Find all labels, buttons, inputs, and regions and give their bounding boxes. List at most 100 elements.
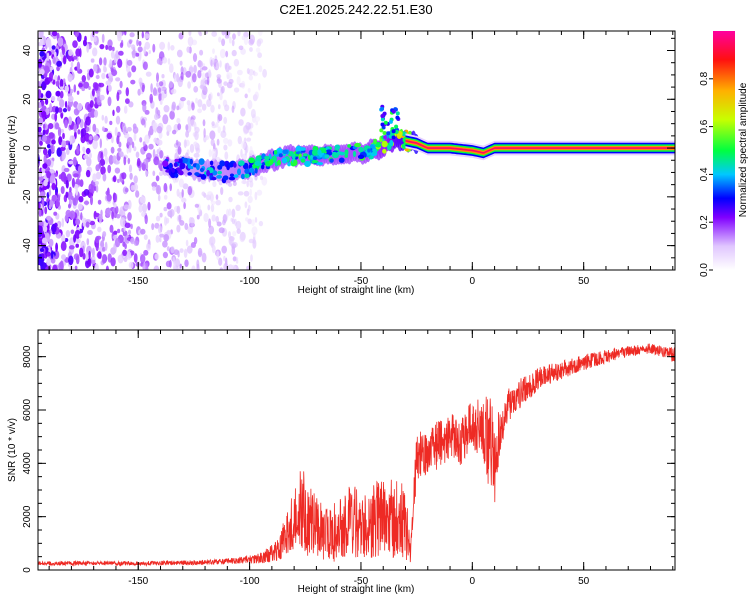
noise-blob — [143, 158, 149, 165]
noise-blob — [126, 251, 132, 260]
noise-blob — [259, 175, 264, 181]
noise-blob — [145, 71, 152, 77]
signal-blob — [281, 157, 288, 164]
noise-blob — [262, 68, 267, 78]
noise-blob — [81, 86, 85, 92]
noise-blob — [133, 253, 138, 263]
signal-blob — [386, 131, 391, 136]
noise-blob — [258, 65, 263, 73]
noise-blob — [112, 109, 115, 117]
noise-blob — [142, 203, 147, 213]
noise-blob — [215, 122, 219, 128]
signal-blob — [209, 160, 214, 166]
noise-blob — [97, 251, 102, 259]
noise-blob — [135, 190, 140, 198]
signal-blob — [339, 151, 345, 156]
signal-blob — [380, 122, 385, 127]
noise-blob — [53, 211, 58, 216]
noise-blob — [156, 82, 159, 87]
noise-blob — [217, 92, 220, 97]
noise-blob — [228, 196, 233, 203]
signal-blob — [181, 157, 189, 164]
signal-blob — [244, 173, 250, 179]
noise-blob — [41, 81, 47, 91]
noise-blob — [59, 99, 65, 108]
noise-blob — [38, 220, 44, 226]
noise-blob — [249, 188, 252, 196]
noise-blob — [254, 191, 258, 201]
noise-blob — [97, 226, 102, 233]
noise-blob — [258, 220, 264, 227]
signal-blob — [233, 162, 237, 168]
noise-blob — [105, 80, 112, 86]
noise-blob — [156, 72, 159, 83]
noise-blob — [124, 222, 131, 229]
noise-blob — [67, 116, 73, 126]
figure-title: C2E1.2025.242.22.51.E30 — [279, 2, 432, 17]
noise-blob — [117, 147, 122, 153]
noise-blob — [143, 33, 150, 39]
noise-blob — [199, 84, 205, 90]
signal-blob — [162, 160, 169, 168]
noise-blob — [74, 31, 79, 38]
signal-blob — [295, 145, 302, 153]
noise-blob — [68, 203, 71, 209]
noise-blob — [181, 189, 184, 198]
noise-blob — [46, 52, 50, 62]
noise-blob — [150, 83, 153, 93]
noise-blob — [206, 76, 210, 86]
noise-blob — [126, 59, 133, 66]
colorbar-tick-label: 0.8 — [699, 71, 710, 85]
noise-blob — [38, 172, 42, 177]
noise-blob — [118, 151, 124, 158]
noise-blob — [188, 66, 195, 73]
noise-blob — [55, 106, 59, 114]
noise-blob — [67, 190, 73, 201]
noise-blob — [168, 80, 173, 89]
noise-blob — [46, 215, 52, 221]
signal-blob — [304, 160, 311, 167]
noise-blob — [199, 49, 204, 56]
noise-blob — [152, 88, 158, 96]
noise-blob — [34, 225, 37, 229]
noise-blob — [231, 39, 235, 47]
noise-blob — [237, 31, 241, 37]
noise-blob — [163, 105, 170, 113]
noise-blob — [98, 57, 103, 66]
noise-blob — [135, 151, 140, 158]
noise-blob — [92, 123, 97, 133]
signal-blob — [228, 176, 236, 181]
noise-blob — [240, 107, 246, 117]
noise-blob — [38, 209, 42, 217]
noise-blob — [107, 39, 113, 48]
noise-blob — [144, 41, 151, 50]
noise-blob — [74, 265, 78, 270]
noise-blob — [33, 160, 38, 164]
noise-blob — [158, 171, 164, 177]
noise-blob — [31, 229, 35, 238]
noise-blob — [172, 129, 177, 135]
noise-blob — [186, 46, 191, 53]
noise-blob — [51, 182, 56, 191]
noise-blob — [245, 144, 249, 154]
noise-blob — [131, 50, 136, 59]
noise-blob — [191, 265, 196, 270]
noise-blob — [179, 248, 184, 254]
noise-blob — [92, 47, 98, 57]
noise-blob — [257, 52, 262, 59]
noise-blob — [57, 194, 61, 203]
signal-blob — [199, 167, 205, 173]
noise-blob — [47, 148, 52, 157]
noise-blob — [95, 164, 100, 172]
noise-blob — [69, 210, 76, 220]
noise-blob — [163, 206, 168, 212]
signal-blob — [212, 170, 218, 176]
noise-blob — [248, 74, 253, 81]
noise-blob — [233, 87, 240, 93]
signal-blob — [217, 170, 222, 175]
noise-blob — [131, 141, 135, 149]
noise-blob — [103, 147, 108, 157]
noise-blob — [73, 84, 77, 93]
signal-blob — [375, 141, 382, 148]
noise-blob — [31, 165, 34, 170]
